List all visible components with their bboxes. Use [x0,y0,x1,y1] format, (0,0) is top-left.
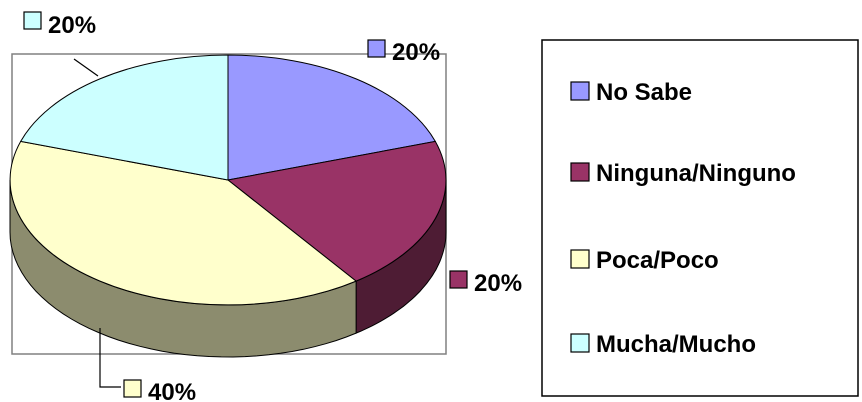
data-label-2: 40% [148,379,196,402]
leader-line-3 [73,58,99,77]
data-label-swatch-2 [123,379,142,398]
slice-no-sabe [227,54,437,181]
legend-entry-poca-poco: Poca/Poco [596,247,719,274]
legend-swatch-1 [570,162,590,182]
legend-entry-mucha-mucho: Mucha/Mucho [596,331,756,358]
slice-poca-poco [9,140,358,306]
slice-ninguna-ninguno [226,140,447,282]
data-label-swatch-0 [367,39,386,58]
data-label-3: 20% [48,12,96,39]
legend-swatch-0 [570,81,590,101]
pie-slices [9,54,447,388]
legend-box [541,39,859,397]
data-label-swatch-1 [449,270,468,289]
data-labels: 20% 20% 40% 20% [23,11,522,402]
legend-swatch-3 [570,333,590,353]
slice-mucha-mucho [19,54,229,181]
leader-line-2 [99,328,121,388]
legend-entry-ninguna-ninguno: Ninguna/Ninguno [596,160,796,187]
data-label-swatch-3 [23,11,42,30]
legend: No Sabe Ninguna/Ninguno Poca/Poco Mucha/Muc… [570,79,796,358]
legend-entry-no-sabe: No Sabe [596,79,692,106]
data-label-0: 20% [392,39,440,66]
data-label-1: 20% [474,270,522,297]
legend-swatch-2 [570,249,590,269]
